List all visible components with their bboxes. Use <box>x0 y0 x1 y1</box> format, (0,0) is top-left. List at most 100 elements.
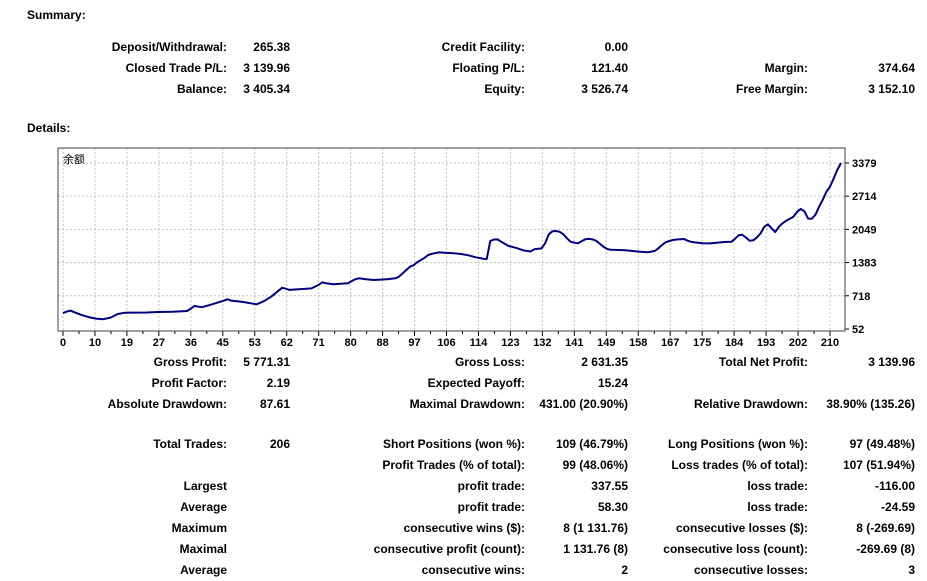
x-tick-label: 158 <box>629 337 647 349</box>
stat-value: 3 139.96 <box>243 60 290 75</box>
balance-chart-canvas: 0 10 19 27 36 45 53 62 71 80 88 97 106 114 123 132 141 14… <box>57 147 877 349</box>
stat-label: Maximal <box>179 541 227 556</box>
stat-label: Average <box>180 562 227 577</box>
x-tick-label: 184 <box>725 337 744 349</box>
stat-value: 99 (48.06%) <box>562 457 628 472</box>
x-tick-label: 114 <box>470 337 489 349</box>
stat-value: 337.55 <box>591 478 628 493</box>
stat-value: 265.38 <box>253 39 290 54</box>
x-tick-label: 88 <box>376 337 388 349</box>
stat-label: Maximum <box>171 520 227 535</box>
x-tick-label: 149 <box>597 337 615 349</box>
stat-label: Average <box>180 499 227 514</box>
stat-value: 2 631.35 <box>581 354 628 369</box>
y-tick-label: 2049 <box>852 224 876 236</box>
x-tick-label: 141 <box>565 337 583 349</box>
stat-label: consecutive profit (count): <box>373 541 525 556</box>
stat-label: profit trade: <box>457 478 525 493</box>
report-row: Deposit/Withdrawal: 265.38 Credit Facility… <box>0 36 915 57</box>
stat-label: consecutive wins: <box>421 562 525 577</box>
x-tick-label: 97 <box>408 337 420 349</box>
stat-value: 206 <box>269 436 290 451</box>
stat-value: 5 771.31 <box>243 354 290 369</box>
report-row: Profit Factor: 2.19 Expected Payoff: 15.24 <box>0 372 915 393</box>
balance-chart: 0 10 19 27 36 45 53 62 71 80 88 97 106 114 123 132 141 14… <box>0 140 927 352</box>
stat-value: 3 405.34 <box>243 81 290 96</box>
stat-value: 1 131.76 (8) <box>563 541 628 556</box>
summary-section-title: Summary: <box>27 8 86 22</box>
report-row: Absolute Drawdown: 87.61 Maximal Drawdown:… <box>0 393 915 414</box>
stat-value: 58.30 <box>597 499 628 514</box>
x-tick-label: 53 <box>249 337 261 349</box>
stat-label: Equity: <box>484 81 525 96</box>
report-row: Largest profit trade: 337.55 loss trade: -11… <box>0 475 915 496</box>
x-tick-label: 202 <box>789 337 807 349</box>
x-tick-label: 62 <box>281 337 293 349</box>
x-tick-label: 36 <box>185 337 197 349</box>
stat-label: Closed Trade P/L: <box>125 60 227 75</box>
summary-grid: Deposit/Withdrawal: 265.38 Credit Facility… <box>0 36 915 99</box>
stat-value: 121.40 <box>591 60 628 75</box>
stat-label: Largest <box>183 478 227 493</box>
x-tick-label: 123 <box>501 337 519 349</box>
x-tick-label: 71 <box>313 337 325 349</box>
stats-grid: Total Trades: 206 Short Positions (won %):… <box>0 433 915 580</box>
stat-value: 2 <box>621 562 628 577</box>
details-section-title: Details: <box>27 121 71 135</box>
stat-value: 0.00 <box>604 39 628 54</box>
stat-label: Free Margin: <box>735 81 808 96</box>
stat-label: Long Positions (won %): <box>668 436 808 451</box>
stat-label: consecutive loss (count): <box>663 541 808 556</box>
stat-value: 107 (51.94%) <box>842 457 915 472</box>
stat-label: consecutive losses: <box>693 562 808 577</box>
report-row: Total Trades: 206 Short Positions (won %):… <box>0 433 915 454</box>
x-tick-label: 10 <box>89 337 101 349</box>
stat-label: Relative Drawdown: <box>693 396 808 411</box>
x-tick-label: 19 <box>121 337 133 349</box>
report-row: Average consecutive wins: 2 consecutive los… <box>0 559 915 580</box>
stat-value: -269.69 (8) <box>856 541 915 556</box>
report-row: Average profit trade: 58.30 loss trade: -24.… <box>0 496 915 517</box>
x-tick-label: 27 <box>153 337 165 349</box>
stat-value: 3 152.10 <box>868 81 915 96</box>
stat-label: Floating P/L: <box>452 60 525 75</box>
stat-value: 3 <box>908 562 915 577</box>
stat-label: consecutive losses ($): <box>675 520 808 535</box>
stat-value: 97 (49.48%) <box>849 436 915 451</box>
stat-label: Total Net Profit: <box>718 354 808 369</box>
stat-value: 8 (1 131.76) <box>563 520 628 535</box>
stat-value: -24.59 <box>880 499 915 514</box>
stat-value: 87.61 <box>259 396 290 411</box>
plot-border <box>57 147 846 332</box>
y-tick-label: 2714 <box>852 191 877 203</box>
details-grid: Gross Profit: 5 771.31 Gross Loss: 2 631.35… <box>0 351 915 414</box>
stat-label: Absolute Drawdown: <box>107 396 227 411</box>
y-tick-label: 718 <box>852 291 870 303</box>
report-row: Closed Trade P/L: 3 139.96 Floating P/L: 12… <box>0 57 915 78</box>
stat-value: 38.90% (135.26) <box>826 396 915 411</box>
stat-label: Profit Trades (% of total): <box>382 457 525 472</box>
stat-value: 431.00 (20.90%) <box>539 396 628 411</box>
report-row: Gross Profit: 5 771.31 Gross Loss: 2 631.35… <box>0 351 915 372</box>
x-tick-label: 106 <box>437 337 455 349</box>
stat-label: profit trade: <box>457 499 525 514</box>
stat-label: Expected Payoff: <box>427 375 525 390</box>
balance-line <box>62 162 842 321</box>
report-row: Profit Trades (% of total): 99 (48.06%) Lo… <box>0 454 915 475</box>
x-tick-label: 210 <box>821 337 839 349</box>
stat-value: 2.19 <box>266 375 290 390</box>
x-tick-label: 132 <box>533 337 551 349</box>
stat-value: 3 139.96 <box>868 354 915 369</box>
stat-value: 8 (-269.69) <box>856 520 915 535</box>
report-row: Maximal consecutive profit (count): 1 131.… <box>0 538 915 559</box>
x-tick-label: 167 <box>661 337 679 349</box>
stat-value: 109 (46.79%) <box>555 436 628 451</box>
stat-value: -116.00 <box>874 478 915 493</box>
stat-label: loss trade: <box>747 499 808 514</box>
stat-label: Balance: <box>176 81 227 96</box>
stat-label: Margin: <box>764 60 808 75</box>
stat-label: Credit Facility: <box>441 39 525 54</box>
chart-series-label: 余额 <box>63 153 85 166</box>
stat-label: Total Trades: <box>153 436 227 451</box>
stat-label: Deposit/Withdrawal: <box>111 39 227 54</box>
